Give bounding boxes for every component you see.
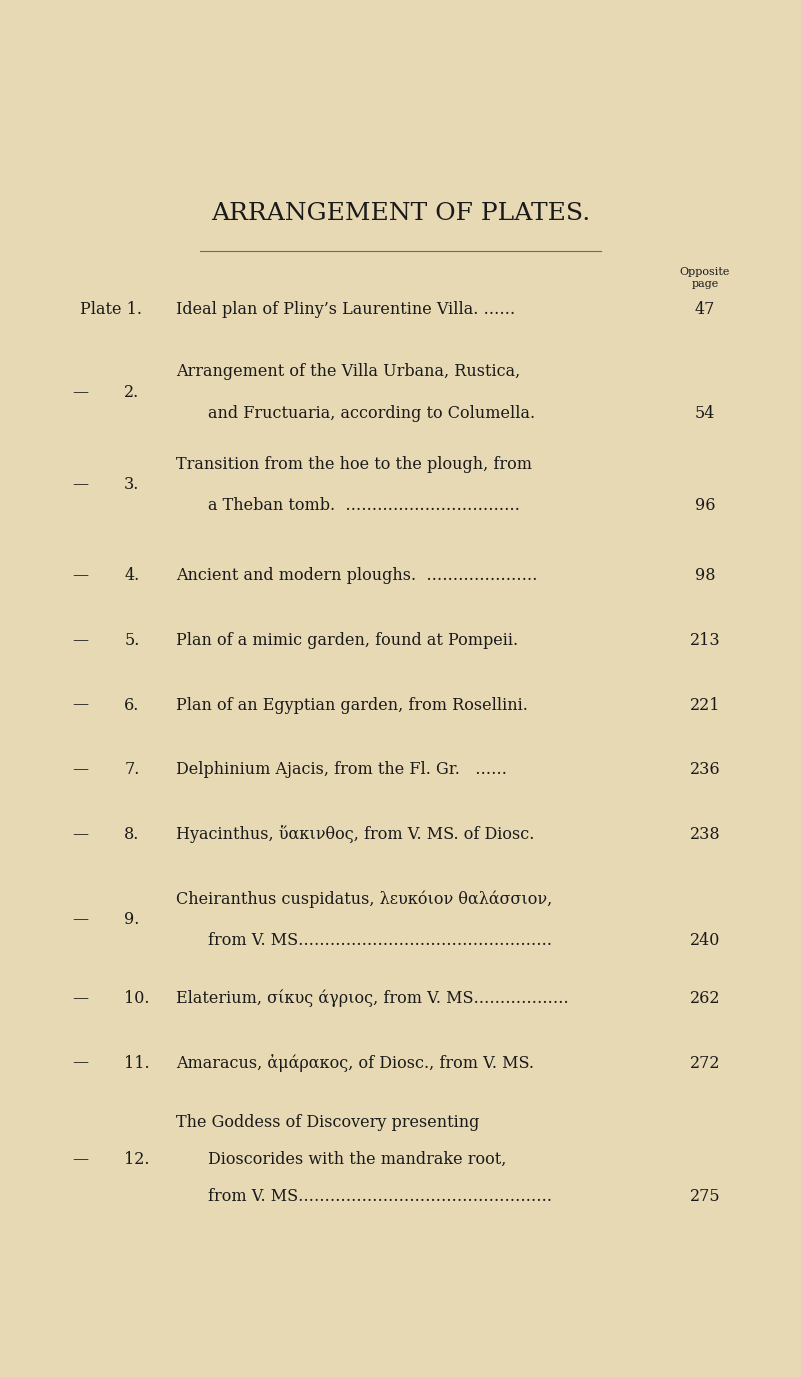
Text: —: —: [72, 761, 88, 778]
Text: 11.: 11.: [124, 1055, 150, 1071]
Text: Ideal plan of Pliny’s Laurentine Villa. ……: Ideal plan of Pliny’s Laurentine Villa. …: [176, 302, 516, 318]
Text: 240: 240: [690, 932, 720, 949]
Text: —: —: [72, 912, 88, 928]
Text: Plate 1.: Plate 1.: [80, 302, 142, 318]
Text: 3.: 3.: [124, 476, 139, 493]
Text: 5.: 5.: [124, 632, 139, 649]
Text: —: —: [72, 1151, 88, 1168]
Text: Plan of a mimic garden, found at Pompeii.: Plan of a mimic garden, found at Pompeii…: [176, 632, 518, 649]
Text: a Theban tomb.  ……………………………: a Theban tomb. ……………………………: [208, 497, 521, 514]
Text: 2.: 2.: [124, 384, 139, 401]
Text: Cheiranthus cuspidatus, λευκόιον θαλάσσιον,: Cheiranthus cuspidatus, λευκόιον θαλάσσι…: [176, 891, 553, 907]
Text: 9.: 9.: [124, 912, 139, 928]
Text: 275: 275: [690, 1188, 720, 1205]
Text: Amaracus, ἀμάρακος, of Diosc., from V. MS.: Amaracus, ἀμάρακος, of Diosc., from V. M…: [176, 1053, 534, 1073]
Text: Opposite
page: Opposite page: [680, 267, 730, 289]
Text: Hyacinthus, ὕακινθος, from V. MS. of Diosc.: Hyacinthus, ὕακινθος, from V. MS. of Dio…: [176, 825, 534, 844]
Text: The Goddess of Discovery presenting: The Goddess of Discovery presenting: [176, 1114, 480, 1131]
Text: Ancient and modern ploughs.  …………………: Ancient and modern ploughs. …………………: [176, 567, 537, 584]
Text: 96: 96: [694, 497, 715, 514]
Text: 6.: 6.: [124, 697, 139, 713]
Text: 98: 98: [694, 567, 715, 584]
Text: —: —: [72, 567, 88, 584]
Text: Transition from the hoe to the plough, from: Transition from the hoe to the plough, f…: [176, 456, 532, 472]
Text: Plan of an Egyptian garden, from Rosellini.: Plan of an Egyptian garden, from Roselli…: [176, 697, 528, 713]
Text: 7.: 7.: [124, 761, 139, 778]
Text: Dioscorides with the mandrake root,: Dioscorides with the mandrake root,: [208, 1151, 507, 1168]
Text: 47: 47: [694, 302, 715, 318]
Text: 54: 54: [694, 405, 715, 421]
Text: 238: 238: [690, 826, 720, 843]
Text: 12.: 12.: [124, 1151, 150, 1168]
Text: 262: 262: [690, 990, 720, 1007]
Text: Elaterium, σίκυς άγριος, from V. MS………………: Elaterium, σίκυς άγριος, from V. MS………………: [176, 990, 569, 1007]
Text: 221: 221: [690, 697, 720, 713]
Text: 213: 213: [690, 632, 720, 649]
Text: Arrangement of the Villa Urbana, Rustica,: Arrangement of the Villa Urbana, Rustica…: [176, 364, 521, 380]
Text: 8.: 8.: [124, 826, 139, 843]
Text: —: —: [72, 632, 88, 649]
Text: —: —: [72, 1055, 88, 1071]
Text: from V. MS…………………………………………: from V. MS…………………………………………: [208, 932, 553, 949]
Text: 236: 236: [690, 761, 720, 778]
Text: ARRANGEMENT OF PLATES.: ARRANGEMENT OF PLATES.: [211, 202, 590, 224]
Text: —: —: [72, 476, 88, 493]
Text: from V. MS…………………………………………: from V. MS…………………………………………: [208, 1188, 553, 1205]
Text: 272: 272: [690, 1055, 720, 1071]
Text: —: —: [72, 990, 88, 1007]
Text: —: —: [72, 697, 88, 713]
Text: 10.: 10.: [124, 990, 150, 1007]
Text: —: —: [72, 826, 88, 843]
Text: and Fructuaria, according to Columella.: and Fructuaria, according to Columella.: [208, 405, 535, 421]
Text: 4.: 4.: [124, 567, 139, 584]
Text: —: —: [72, 384, 88, 401]
Text: Delphinium Ajacis, from the Fl. Gr.   ……: Delphinium Ajacis, from the Fl. Gr. ……: [176, 761, 507, 778]
